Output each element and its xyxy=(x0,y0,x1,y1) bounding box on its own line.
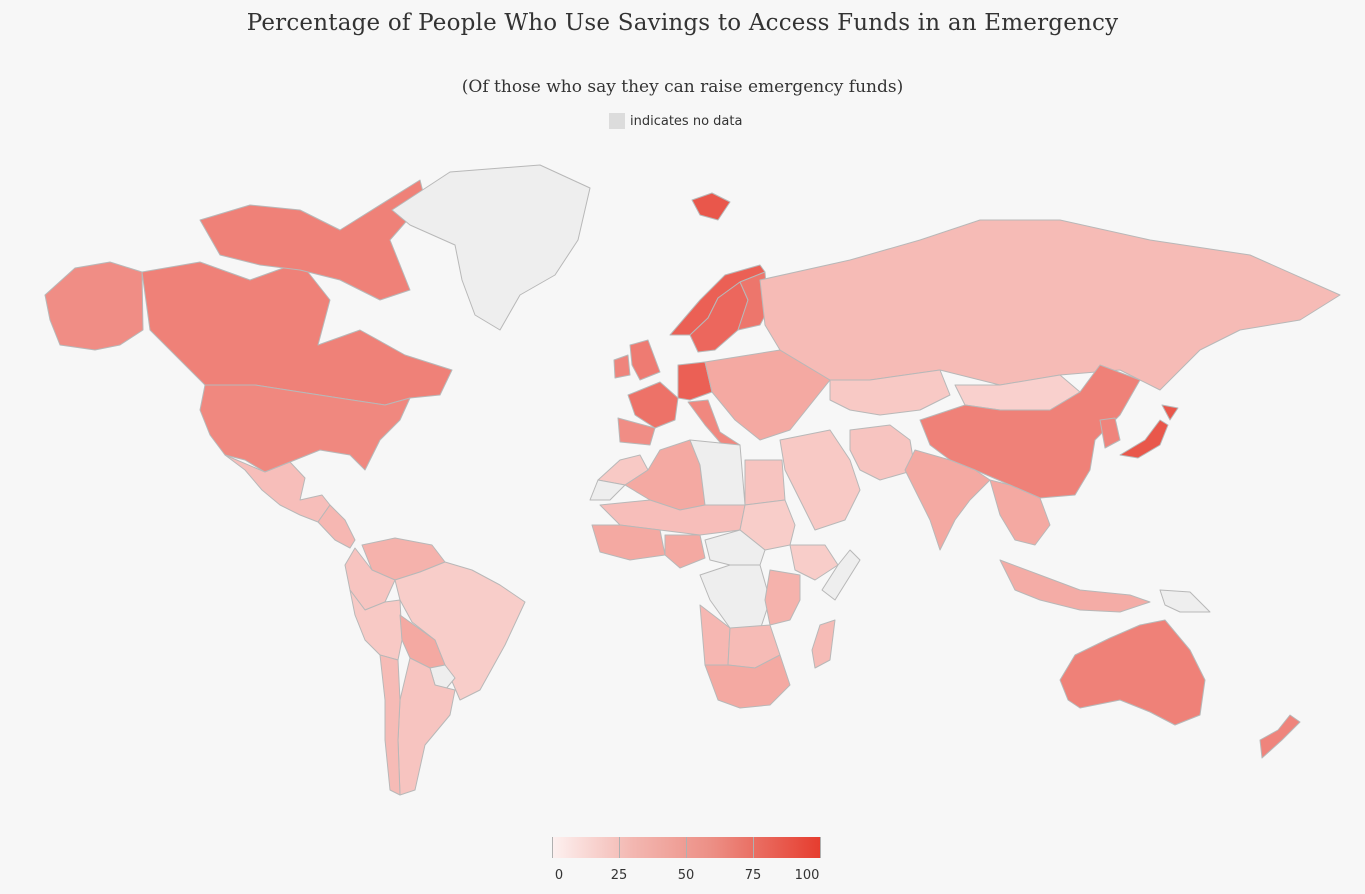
region-indonesia[interactable] xyxy=(999,559,1151,613)
legend-label-75: 75 xyxy=(744,868,762,883)
legend-tick-mark xyxy=(619,837,620,858)
legend-label-100: 100 xyxy=(794,868,820,883)
region-iran[interactable] xyxy=(849,424,916,481)
region-germany[interactable] xyxy=(677,361,713,401)
region-spain[interactable] xyxy=(617,417,656,446)
region-peru[interactable] xyxy=(349,589,403,661)
region-united-states[interactable] xyxy=(199,384,411,473)
region-southeast-asia[interactable] xyxy=(989,479,1051,546)
no-data-legend: indicates no data xyxy=(609,113,742,129)
region-middle-east[interactable] xyxy=(779,429,861,531)
region-france[interactable] xyxy=(627,381,679,429)
region-kazakhstan[interactable] xyxy=(829,369,951,416)
legend-tick-mark xyxy=(820,837,821,858)
region-central-america[interactable] xyxy=(317,504,356,549)
legend-label-25: 25 xyxy=(610,868,628,883)
legend-tick-mark xyxy=(552,837,553,858)
region-korea[interactable] xyxy=(1099,417,1121,449)
region-japan[interactable] xyxy=(1119,419,1169,459)
region-united-kingdom[interactable] xyxy=(629,339,661,381)
region-southern-africa[interactable] xyxy=(704,654,791,709)
region-canada[interactable] xyxy=(199,179,426,301)
map-subtitle: (Of those who say they can raise emergen… xyxy=(461,77,904,97)
legend-label-50: 50 xyxy=(677,868,695,883)
region-japan[interactable] xyxy=(1161,404,1179,421)
region-greenland[interactable] xyxy=(391,164,591,331)
no-data-label: indicates no data xyxy=(630,113,743,129)
color-scale-legend: 0 25 50 75 100 xyxy=(552,837,821,887)
legend-tick-mark xyxy=(686,837,687,858)
region-iceland[interactable] xyxy=(691,192,731,221)
region-madagascar[interactable] xyxy=(811,619,836,669)
region-australia[interactable] xyxy=(1059,619,1206,726)
region-egypt[interactable] xyxy=(744,459,786,506)
region-india[interactable] xyxy=(904,449,991,551)
region-somalia[interactable] xyxy=(821,549,861,601)
region-west-africa[interactable] xyxy=(591,524,666,561)
no-data-swatch xyxy=(609,113,625,129)
legend-label-0: 0 xyxy=(554,868,564,883)
region-dr-congo[interactable] xyxy=(699,564,771,631)
region-papua-new-guinea[interactable] xyxy=(1159,589,1211,613)
region-nigeria[interactable] xyxy=(664,534,706,569)
region-ethiopia[interactable] xyxy=(789,544,839,581)
region-east-africa[interactable] xyxy=(764,569,801,626)
legend-tick-mark xyxy=(753,837,754,858)
region-brazil[interactable] xyxy=(394,561,526,701)
map-regions xyxy=(44,164,1341,796)
region-new-zealand[interactable] xyxy=(1259,714,1301,759)
region-chile[interactable] xyxy=(379,654,401,796)
region-russia[interactable] xyxy=(759,219,1341,391)
map-title: Percentage of People Who Use Savings to … xyxy=(246,10,1119,36)
region-alaska[interactable] xyxy=(44,261,144,351)
region-ireland[interactable] xyxy=(613,354,631,379)
world-map xyxy=(44,164,1341,796)
